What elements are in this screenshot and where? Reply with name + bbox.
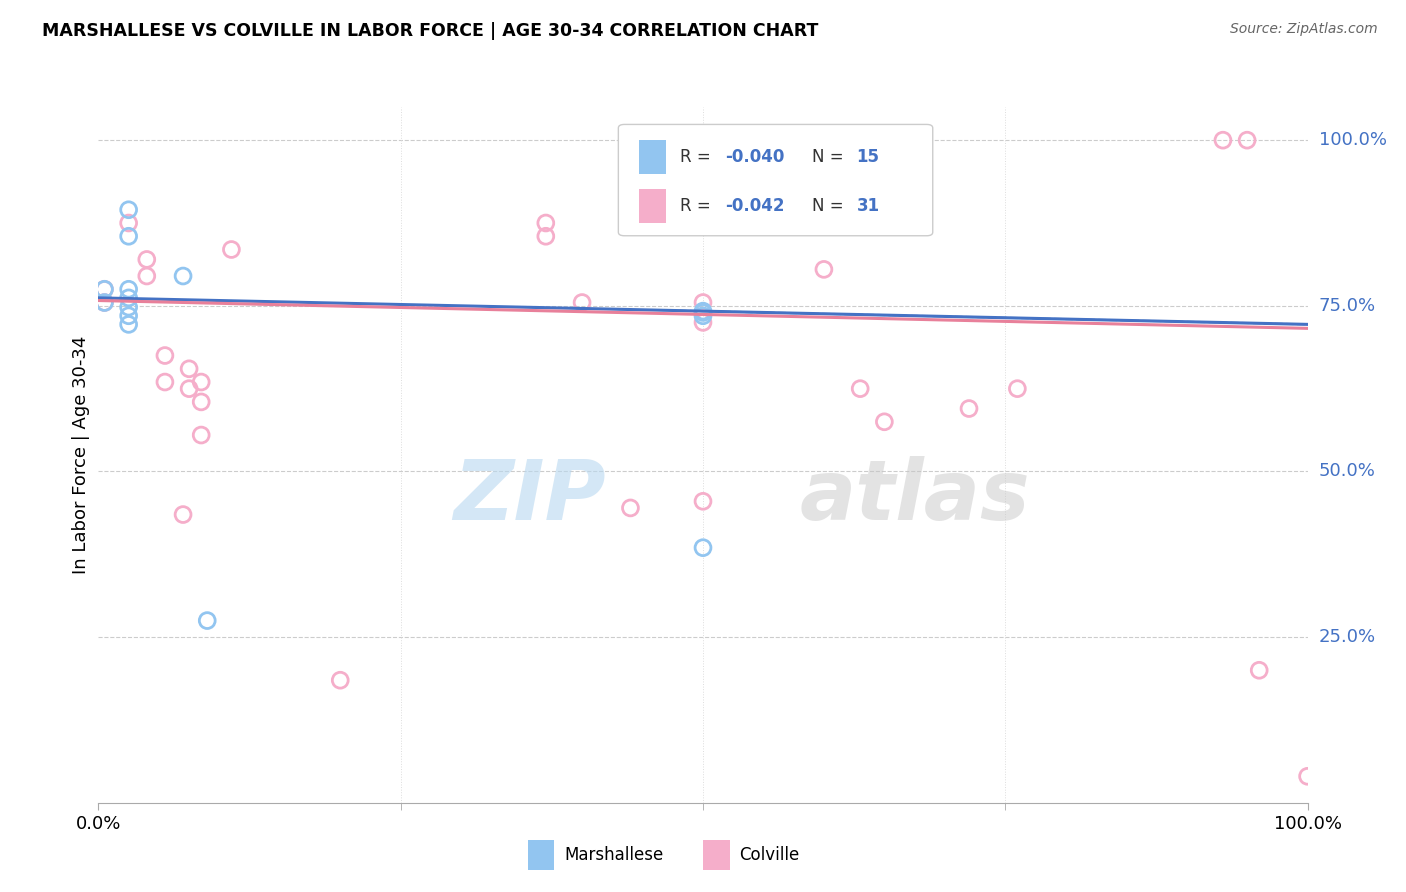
Point [534,229,557,244]
Point [118,202,141,217]
Point [135,252,157,267]
Point [1007,382,1029,396]
Point [118,229,141,244]
Point [1236,133,1258,147]
Point [873,415,896,429]
Point [849,382,872,396]
Text: 25.0%: 25.0% [1319,628,1376,646]
Point [1249,663,1271,677]
Point [195,614,218,628]
Text: N =: N = [811,197,844,215]
Text: R =: R = [681,148,711,166]
Text: 50.0%: 50.0% [1319,462,1375,481]
Point [153,349,176,363]
Point [1296,769,1319,783]
Point [153,375,176,389]
Point [1212,133,1234,147]
Text: R =: R = [681,197,711,215]
Point [692,304,714,318]
Point [172,508,194,522]
FancyBboxPatch shape [703,839,730,871]
Point [118,291,141,305]
Text: 100.0%: 100.0% [1319,131,1386,149]
Point [118,300,141,314]
Point [692,315,714,329]
Point [172,268,194,283]
Point [118,309,141,323]
FancyBboxPatch shape [638,189,665,223]
Point [692,309,714,323]
Text: Source: ZipAtlas.com: Source: ZipAtlas.com [1230,22,1378,37]
Text: N =: N = [811,148,844,166]
Point [177,382,201,396]
Point [692,541,714,555]
Point [692,305,714,319]
Point [177,361,201,376]
Point [93,295,115,310]
Point [190,428,212,442]
Text: atlas: atlas [800,456,1031,537]
Point [329,673,352,688]
Text: 31: 31 [856,197,880,215]
Point [118,216,141,230]
Point [93,282,115,296]
Point [135,268,157,283]
Text: Marshallese: Marshallese [564,846,664,864]
Text: 75.0%: 75.0% [1319,297,1376,315]
Point [190,395,212,409]
Text: 15: 15 [856,148,880,166]
Point [619,500,641,515]
Text: -0.040: -0.040 [724,148,785,166]
Point [118,318,141,332]
Point [957,401,980,416]
Text: MARSHALLESE VS COLVILLE IN LABOR FORCE | AGE 30-34 CORRELATION CHART: MARSHALLESE VS COLVILLE IN LABOR FORCE |… [42,22,818,40]
Text: ZIP: ZIP [454,456,606,537]
Point [93,282,115,296]
FancyBboxPatch shape [619,124,932,235]
Point [221,243,243,257]
FancyBboxPatch shape [638,140,665,174]
Point [190,375,212,389]
Point [571,295,593,310]
Point [813,262,835,277]
Text: -0.042: -0.042 [724,197,785,215]
Point [118,282,141,296]
Point [93,295,115,310]
Text: Colville: Colville [740,846,800,864]
Point [692,295,714,310]
Point [692,494,714,508]
Y-axis label: In Labor Force | Age 30-34: In Labor Force | Age 30-34 [72,335,90,574]
FancyBboxPatch shape [527,839,554,871]
Point [534,216,557,230]
